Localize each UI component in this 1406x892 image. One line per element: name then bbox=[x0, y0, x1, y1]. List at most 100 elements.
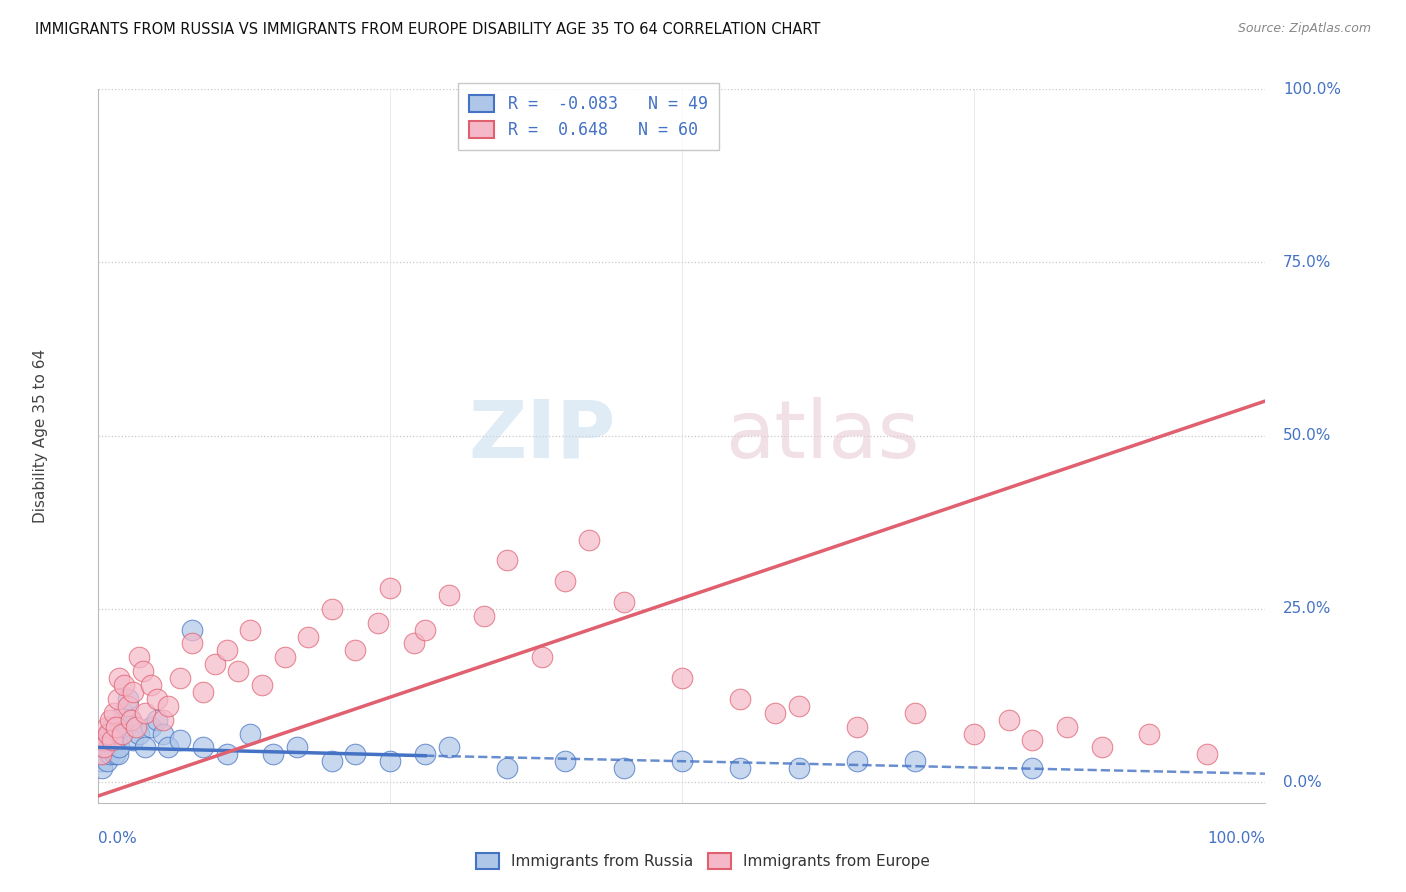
Point bbox=[128, 650, 150, 665]
Point bbox=[97, 726, 120, 740]
Point bbox=[215, 643, 238, 657]
Point bbox=[787, 698, 810, 713]
Point bbox=[122, 733, 145, 747]
Point bbox=[904, 754, 927, 768]
Point bbox=[472, 608, 495, 623]
Point bbox=[169, 671, 191, 685]
Point bbox=[402, 636, 425, 650]
Point bbox=[107, 747, 129, 762]
Point bbox=[101, 720, 124, 734]
Point bbox=[94, 733, 117, 747]
Point bbox=[91, 747, 114, 762]
Text: 25.0%: 25.0% bbox=[1282, 601, 1331, 616]
Point bbox=[846, 754, 869, 768]
Point bbox=[117, 691, 139, 706]
Point bbox=[380, 581, 402, 595]
Point bbox=[90, 747, 112, 762]
Point bbox=[367, 615, 389, 630]
Point bbox=[104, 720, 127, 734]
Point bbox=[112, 678, 135, 692]
Text: 100.0%: 100.0% bbox=[1208, 830, 1265, 846]
Point bbox=[321, 602, 343, 616]
Point bbox=[1056, 720, 1078, 734]
Point bbox=[139, 678, 162, 692]
Point bbox=[97, 740, 120, 755]
Point bbox=[120, 713, 142, 727]
Point bbox=[578, 533, 600, 547]
Text: Disability Age 35 to 64: Disability Age 35 to 64 bbox=[32, 349, 48, 523]
Point bbox=[193, 685, 215, 699]
Point bbox=[997, 713, 1019, 727]
Point bbox=[1091, 740, 1114, 755]
Point bbox=[1021, 733, 1043, 747]
Point bbox=[297, 630, 319, 644]
Point bbox=[730, 691, 752, 706]
Text: 100.0%: 100.0% bbox=[1282, 82, 1341, 96]
Point bbox=[671, 754, 693, 768]
Point bbox=[112, 706, 135, 720]
Point bbox=[146, 713, 169, 727]
Point bbox=[285, 740, 308, 755]
Point bbox=[204, 657, 226, 672]
Point bbox=[496, 761, 519, 775]
Point bbox=[380, 754, 402, 768]
Point bbox=[730, 761, 752, 775]
Point bbox=[554, 574, 576, 588]
Point bbox=[98, 747, 121, 762]
Point bbox=[228, 664, 250, 678]
Point bbox=[120, 713, 142, 727]
Point bbox=[152, 713, 174, 727]
Point bbox=[1197, 747, 1219, 762]
Text: atlas: atlas bbox=[724, 397, 920, 475]
Point bbox=[111, 720, 134, 734]
Point bbox=[1021, 761, 1043, 775]
Point bbox=[97, 726, 120, 740]
Point bbox=[103, 740, 125, 755]
Point bbox=[763, 706, 786, 720]
Point bbox=[180, 636, 202, 650]
Text: 0.0%: 0.0% bbox=[98, 830, 138, 846]
Point bbox=[321, 754, 343, 768]
Point bbox=[117, 698, 139, 713]
Point bbox=[274, 650, 297, 665]
Point bbox=[108, 671, 131, 685]
Point bbox=[250, 678, 273, 692]
Point bbox=[104, 726, 127, 740]
Point bbox=[93, 740, 115, 755]
Point bbox=[107, 691, 129, 706]
Point bbox=[554, 754, 576, 768]
Point bbox=[437, 740, 460, 755]
Point bbox=[180, 623, 202, 637]
Text: ZIP: ZIP bbox=[468, 397, 616, 475]
Point bbox=[100, 733, 122, 747]
Point bbox=[169, 733, 191, 747]
Point bbox=[262, 747, 284, 762]
Text: IMMIGRANTS FROM RUSSIA VS IMMIGRANTS FROM EUROPE DISABILITY AGE 35 TO 64 CORRELA: IMMIGRANTS FROM RUSSIA VS IMMIGRANTS FRO… bbox=[35, 22, 821, 37]
Point bbox=[152, 726, 174, 740]
Point bbox=[962, 726, 984, 740]
Point bbox=[215, 747, 238, 762]
Point bbox=[904, 706, 927, 720]
Point bbox=[612, 595, 634, 609]
Point bbox=[132, 664, 155, 678]
Point bbox=[96, 754, 118, 768]
Text: 75.0%: 75.0% bbox=[1282, 255, 1331, 270]
Point bbox=[413, 623, 436, 637]
Point bbox=[1137, 726, 1160, 740]
Point bbox=[122, 685, 145, 699]
Text: 50.0%: 50.0% bbox=[1282, 428, 1331, 443]
Point bbox=[496, 553, 519, 567]
Point bbox=[108, 740, 131, 755]
Point bbox=[846, 720, 869, 734]
Point bbox=[90, 733, 112, 747]
Point bbox=[90, 761, 112, 775]
Point bbox=[103, 706, 125, 720]
Point bbox=[134, 740, 156, 755]
Text: 0.0%: 0.0% bbox=[1282, 774, 1322, 789]
Point bbox=[134, 706, 156, 720]
Point bbox=[125, 720, 148, 734]
Legend: R =  -0.083   N = 49, R =  0.648   N = 60: R = -0.083 N = 49, R = 0.648 N = 60 bbox=[458, 83, 720, 151]
Point bbox=[101, 733, 124, 747]
Point bbox=[139, 720, 162, 734]
Point bbox=[98, 713, 121, 727]
